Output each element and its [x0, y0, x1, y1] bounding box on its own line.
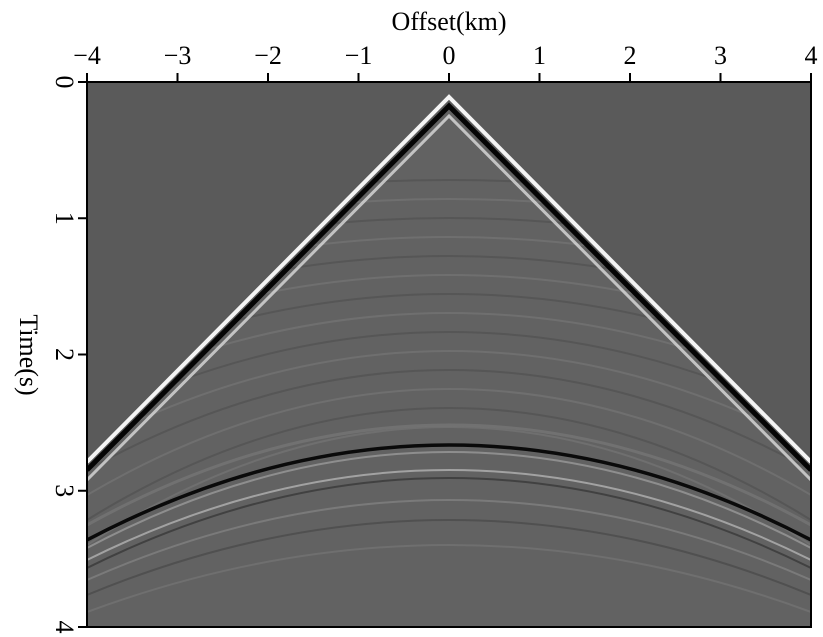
y-tick-label: 3: [50, 484, 79, 497]
y-tick-label: 4: [50, 621, 79, 634]
event-curve: [87, 407, 811, 521]
direct-wave-black: [87, 102, 811, 472]
event-curve: [87, 423, 811, 527]
seismic-image: [87, 82, 811, 627]
event-curve: [87, 519, 811, 596]
event-curve: [87, 451, 811, 549]
x-tick-label: −2: [254, 41, 282, 70]
event-curve: [87, 544, 811, 613]
x-tick-label: 2: [624, 41, 637, 70]
y-tick-label: 1: [50, 212, 79, 225]
x-tick-label: 3: [714, 41, 727, 70]
direct-wave-white: [87, 94, 811, 464]
event-curve: [87, 388, 811, 496]
event-curve: [87, 477, 811, 569]
x-tick-label: 1: [533, 41, 546, 70]
y-tick-label: 2: [50, 348, 79, 361]
x-tick-label: −4: [73, 41, 101, 70]
x-tick-label: −3: [164, 41, 192, 70]
y-tick-label: 0: [50, 76, 79, 89]
direct-wave-tail: [87, 113, 811, 482]
x-tick-label: 4: [805, 41, 818, 70]
event-curve: [87, 469, 811, 561]
y-axis-label: Time(s): [14, 314, 43, 395]
x-tick-label: 0: [443, 41, 456, 70]
event-curve: [87, 350, 811, 446]
x-tick-label: −1: [345, 41, 373, 70]
wavefield-region: [87, 104, 811, 627]
event-curve: [87, 369, 811, 471]
event-curve: [87, 443, 811, 542]
event-curve: [87, 499, 811, 581]
x-axis-label: Offset(km): [391, 7, 506, 36]
event-curve: [87, 426, 811, 546]
